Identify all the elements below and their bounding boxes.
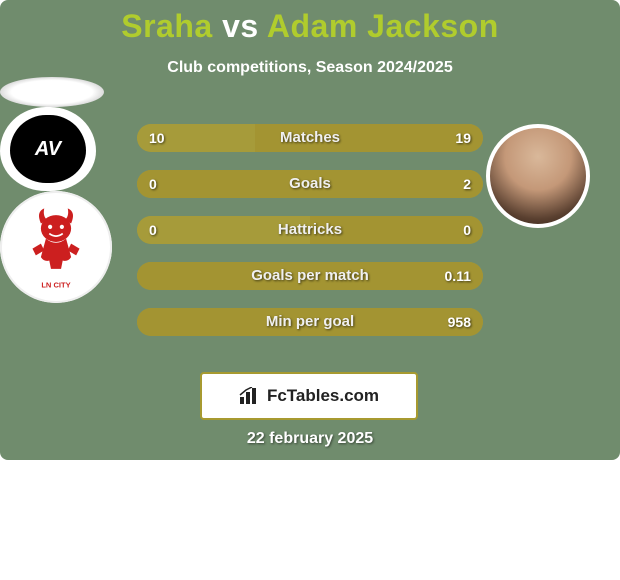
title-player2: Adam Jackson: [267, 8, 499, 44]
player1-club-initials: AV: [10, 115, 86, 183]
stat-row: 0.11Goals per match: [137, 262, 483, 290]
title-vs: vs: [213, 8, 267, 44]
stat-label: Min per goal: [137, 308, 483, 336]
stat-row: 00Hattricks: [137, 216, 483, 244]
player1-club-badge: AV: [0, 107, 96, 191]
imp-icon: LN CITY: [14, 205, 98, 289]
title-player1: Sraha: [121, 8, 212, 44]
player1-avatar-placeholder: [0, 77, 104, 107]
brand-text: FcTables.com: [267, 386, 379, 406]
page-title: Sraha vs Adam Jackson: [0, 0, 620, 45]
stat-row: 958Min per goal: [137, 308, 483, 336]
bars-icon: [239, 387, 261, 405]
brand-box: FcTables.com: [200, 372, 418, 420]
subtitle: Club competitions, Season 2024/2025: [0, 59, 620, 77]
stat-label: Hattricks: [137, 216, 483, 244]
stats-container: 1019Matches 02Goals 00Hattricks 0.11Goals p…: [137, 124, 483, 354]
stat-label: Goals per match: [137, 262, 483, 290]
stat-row: 02Goals: [137, 170, 483, 198]
comparison-card: Sraha vs Adam Jackson Club competitions,…: [0, 0, 620, 460]
stat-label: Matches: [137, 124, 483, 152]
player2-club-text: LN CITY: [41, 280, 70, 289]
stat-row: 1019Matches: [137, 124, 483, 152]
date-text: 22 february 2025: [0, 430, 620, 448]
stat-label: Goals: [137, 170, 483, 198]
player2-club-badge: LN CITY: [0, 191, 112, 303]
player2-avatar: [486, 124, 590, 228]
